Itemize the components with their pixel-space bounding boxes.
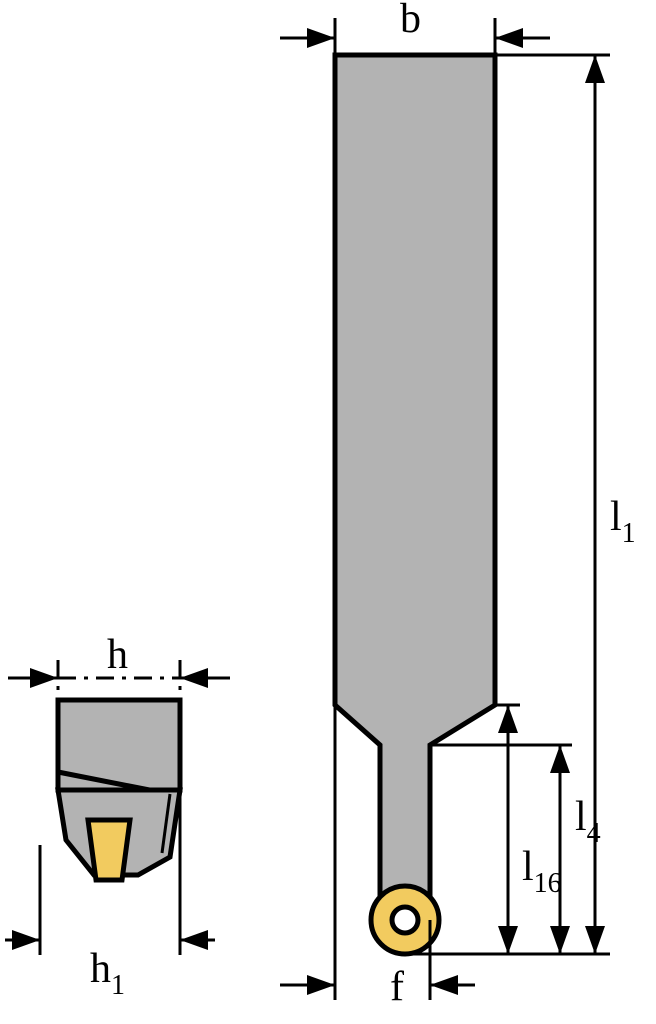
svg-text:b: b — [400, 0, 421, 42]
svg-text:l16: l16 — [522, 844, 562, 899]
technical-drawing: b l1 l16 l4 f h h1 — [0, 0, 656, 1024]
svg-text:l1: l1 — [610, 494, 636, 549]
svg-text:f: f — [390, 964, 404, 1010]
svg-text:h1: h1 — [90, 946, 125, 1001]
svg-text:h: h — [107, 632, 128, 678]
svg-text:l4: l4 — [575, 794, 601, 849]
